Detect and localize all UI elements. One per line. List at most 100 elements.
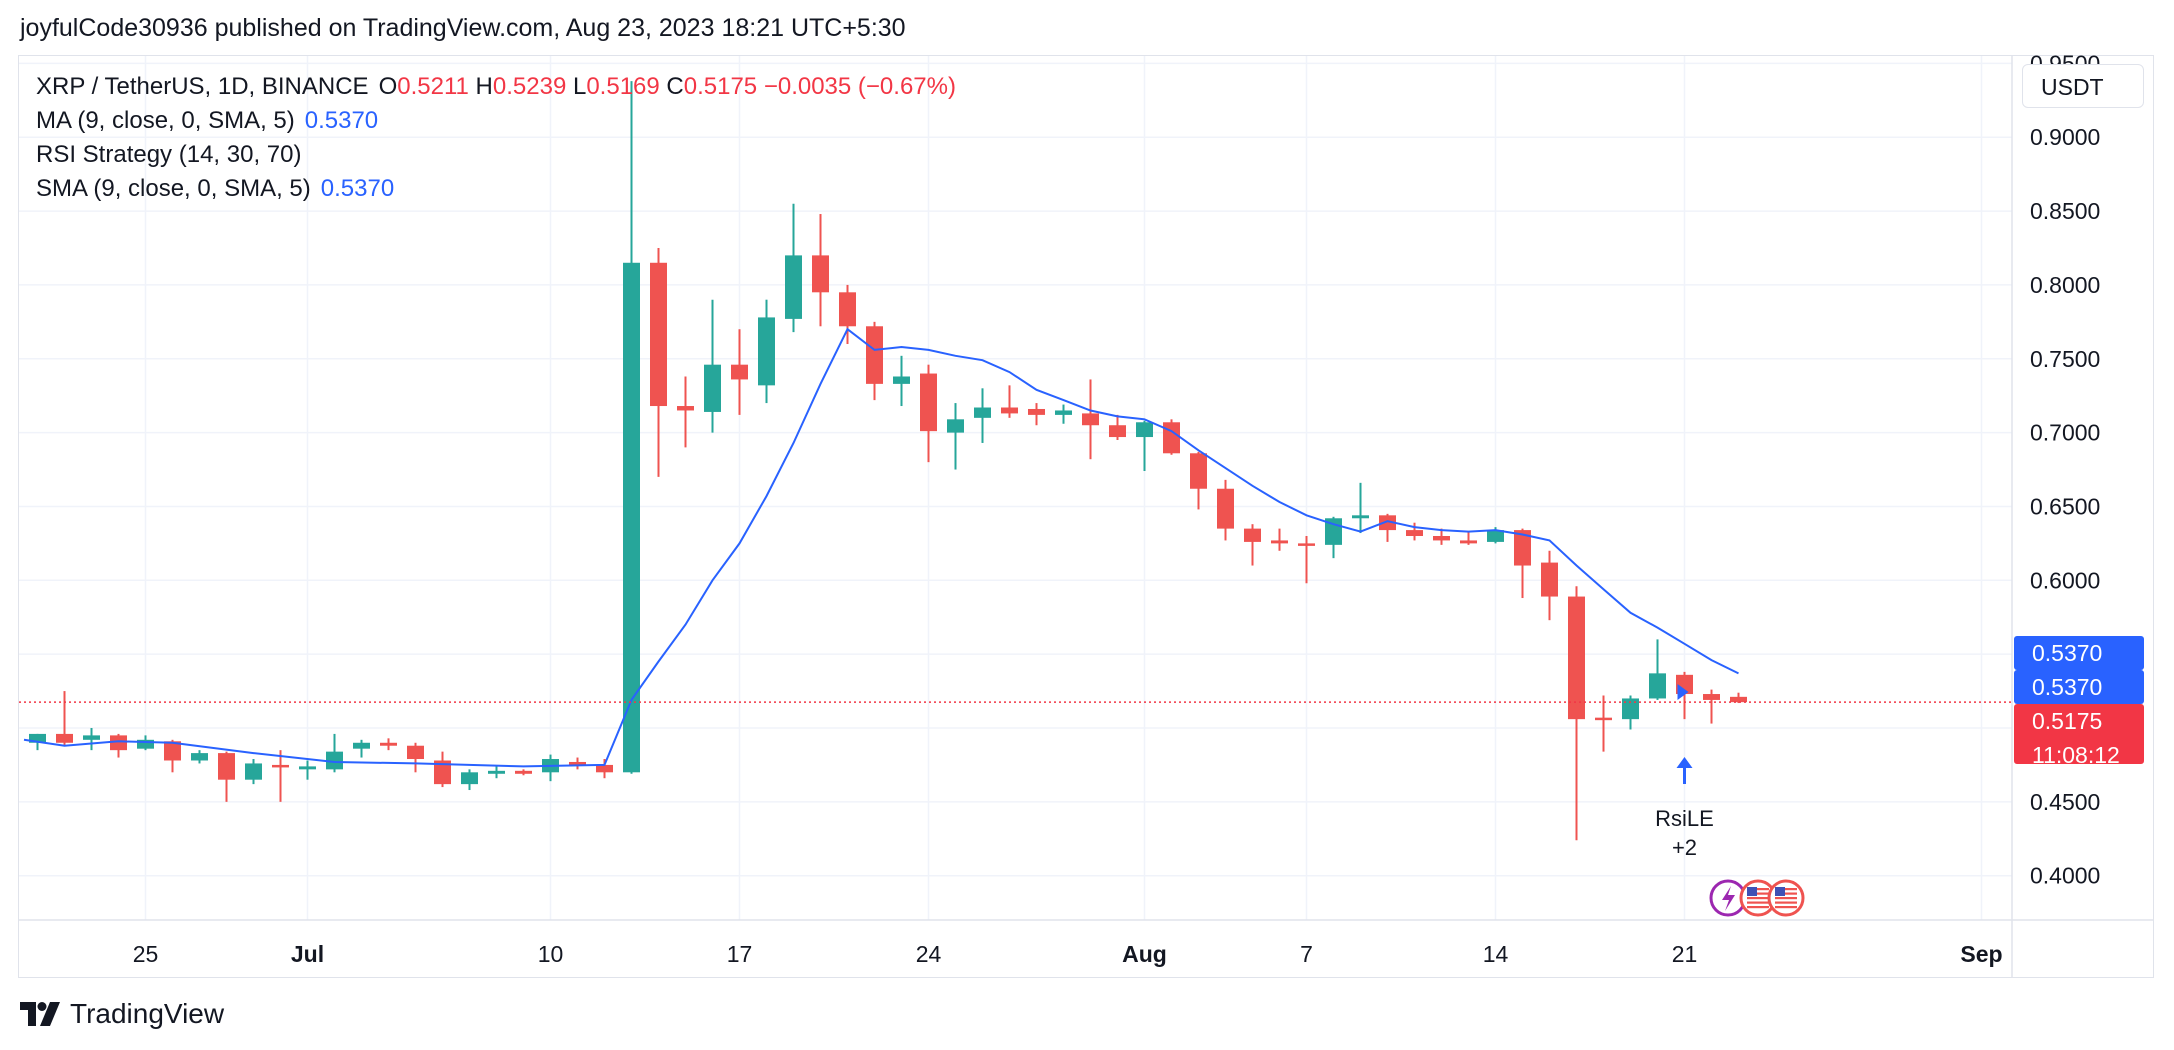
price-tick-label: 0.4000 — [2030, 863, 2100, 889]
low-value: 0.5169 — [586, 73, 660, 100]
candle-body — [1190, 453, 1207, 489]
candle-body — [812, 255, 829, 293]
tradingview-logo-icon — [20, 1002, 60, 1026]
candle-body — [1406, 530, 1423, 536]
candle — [542, 754, 559, 782]
candle-body — [731, 364, 748, 380]
currency-button[interactable]: USDT — [2022, 64, 2144, 108]
candle — [326, 733, 343, 773]
last-price-tag-bg — [2014, 704, 2144, 764]
candle-body — [1487, 530, 1504, 542]
candle — [380, 738, 397, 751]
candle — [920, 364, 937, 463]
candle — [758, 299, 775, 404]
candle-body — [1514, 530, 1531, 566]
candle — [866, 321, 883, 401]
candle-body — [1730, 696, 1747, 703]
candle-body — [650, 262, 667, 407]
candle — [1730, 692, 1747, 704]
moving-average-layer — [23, 327, 1739, 768]
signal-qty: +2 — [1672, 835, 1697, 860]
legend-rsi-row[interactable]: RSI Strategy (14, 30, 70) — [36, 138, 956, 172]
candle-body — [1352, 515, 1369, 519]
flag-stripe — [1775, 897, 1797, 900]
candle-body — [1001, 407, 1018, 414]
candle — [1298, 536, 1315, 584]
candle — [1055, 404, 1072, 424]
candle-body — [866, 326, 883, 384]
candle-body — [1244, 528, 1261, 542]
candle-body — [839, 292, 856, 327]
time-tick-label: 21 — [1672, 941, 1698, 967]
last-price-tag-text: 11:08:12 — [2032, 742, 2120, 768]
us-flag-event-icon — [1767, 879, 1805, 917]
candle-body — [1568, 596, 1585, 720]
time-tick-label: 17 — [727, 941, 753, 967]
candle-body — [785, 255, 802, 319]
low-label: L — [572, 73, 587, 100]
candle-body — [110, 735, 127, 751]
candle-body — [1379, 515, 1396, 531]
candle — [1109, 414, 1126, 440]
candle — [1190, 451, 1207, 510]
legend-sma-row[interactable]: SMA (9, close, 0, SMA, 5) 0.5370 — [36, 172, 956, 206]
candle — [623, 81, 640, 774]
candle — [1568, 586, 1585, 841]
time-tick-label: Jul — [291, 941, 324, 967]
flag-stripe — [1747, 906, 1769, 909]
candle-body — [1271, 540, 1288, 544]
chart-frame[interactable] — [18, 55, 2154, 978]
legend-ma-row[interactable]: MA (9, close, 0, SMA, 5) 0.5370 — [36, 104, 956, 138]
price-tick-label: 0.6000 — [2030, 567, 2100, 593]
candle — [1244, 524, 1261, 566]
time-tick-label: 7 — [1300, 941, 1313, 967]
candle — [893, 355, 910, 407]
candle-body — [920, 373, 937, 432]
candle — [1595, 695, 1612, 752]
candle — [1379, 513, 1396, 542]
flag-canton — [1747, 887, 1757, 896]
ma-price-tag: 0.5370 — [2014, 636, 2144, 670]
price-tick-label: 0.7000 — [2030, 420, 2100, 446]
candle-body — [704, 364, 721, 412]
candle-body — [488, 770, 505, 774]
candle-body — [83, 735, 100, 740]
candle — [218, 751, 235, 802]
candle-body — [758, 317, 775, 386]
candle — [1136, 420, 1153, 472]
candle-body — [380, 742, 397, 746]
tradingview-brand[interactable]: TradingView — [20, 998, 224, 1030]
candle-body — [1028, 408, 1045, 415]
candle — [1622, 695, 1639, 730]
legend-ohlc: O0.5211 H0.5239 L0.5169 C0.5175 −0.0035 … — [379, 70, 956, 104]
time-tick-label: 10 — [538, 941, 564, 967]
candle — [299, 760, 316, 780]
ma-price-tag-bg — [2014, 636, 2144, 670]
time-tick-label: Aug — [1122, 941, 1167, 967]
candle — [974, 388, 991, 443]
close-value: 0.5175 — [683, 73, 758, 100]
brand-name: TradingView — [70, 998, 225, 1029]
signal-arrow-icon — [1676, 757, 1693, 768]
lightning-glyph — [1722, 886, 1735, 911]
legend-symbol: XRP / TetherUS, 1D, BINANCE — [36, 73, 369, 100]
ma-value: 0.5370 — [304, 107, 379, 134]
candle-body — [1217, 488, 1234, 529]
candle — [1649, 639, 1666, 700]
rsi-label: RSI Strategy (14, 30, 70) — [36, 141, 302, 168]
candle — [947, 403, 964, 470]
candle-body — [569, 761, 586, 765]
candle — [650, 248, 667, 477]
price-tick-label: 0.6500 — [2030, 493, 2100, 519]
sma-price-tag-text: 0.5370 — [2032, 674, 2102, 700]
candle-body — [974, 407, 991, 418]
price-tags: 0.5370 0.5370 0.5175 11:08:12 — [2014, 636, 2144, 768]
signal-layer: RsiLE +2 — [1655, 684, 1805, 917]
candle-body — [596, 764, 613, 773]
flag-stripe — [1747, 901, 1769, 904]
flag-canton — [1775, 887, 1785, 896]
change-value: −0.0035 (−0.67%) — [763, 73, 956, 100]
high-value: 0.5239 — [492, 73, 567, 100]
candle — [407, 742, 424, 773]
